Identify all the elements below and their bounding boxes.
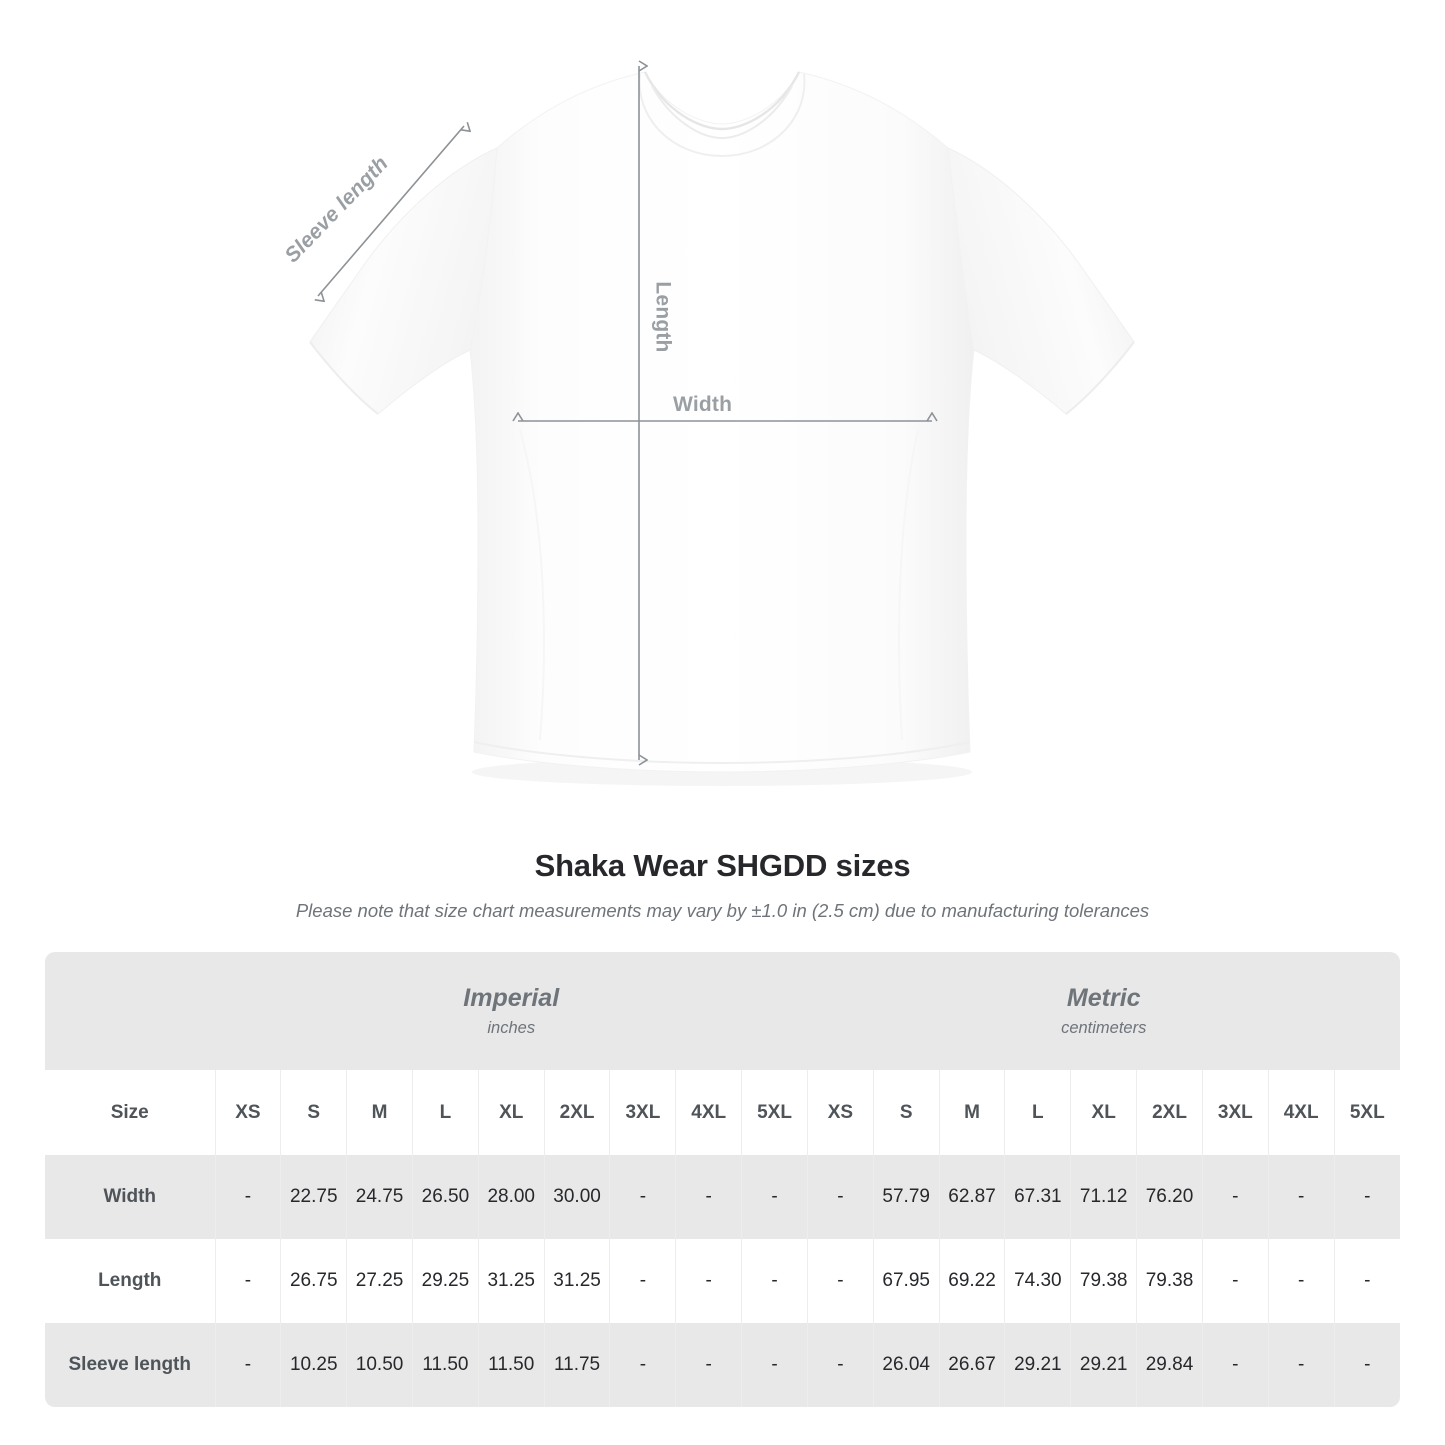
size-header-metric-l: L [1004, 1070, 1071, 1155]
cell-value: - [741, 1155, 808, 1239]
cell-value: 10.25 [280, 1323, 347, 1407]
size-table-wrapper: Imperial inches Metric centimeters Size XS S M L… [45, 952, 1400, 1407]
cell-value: 10.50 [346, 1323, 413, 1407]
unit-header-imperial: Imperial inches [215, 952, 808, 1070]
cell-value: 30.00 [543, 1155, 610, 1239]
cell-value: - [1333, 1239, 1400, 1323]
cell-value: - [806, 1155, 874, 1239]
cell-value: - [1267, 1155, 1335, 1239]
cell-value: 29.21 [1070, 1323, 1137, 1407]
row-label-width: Width [45, 1155, 215, 1239]
table-row: Sleeve length -10.25 10.50 11.50 11.50 11.75-… [45, 1323, 1400, 1407]
cell-value: 29.84 [1136, 1323, 1203, 1407]
cell-value: 11.50 [477, 1323, 545, 1407]
size-header-imperial-m: M [346, 1070, 413, 1155]
size-header-imperial-s: S [280, 1070, 347, 1155]
unit-subtitle: centimeters [1061, 1019, 1147, 1038]
cell-value: - [741, 1239, 808, 1323]
cell-value: - [214, 1239, 281, 1323]
cell-value: - [1333, 1155, 1400, 1239]
cell-value: - [806, 1239, 874, 1323]
unit-name: Imperial [463, 983, 560, 1012]
cell-value: 28.00 [477, 1155, 545, 1239]
page-title: Shaka Wear SHGDD sizes [534, 848, 911, 883]
row-label-sleeve-length: Sleeve length [45, 1323, 215, 1407]
cell-value: 11.75 [543, 1323, 610, 1407]
size-corner-label: Size [45, 1070, 215, 1155]
cell-value: 79.38 [1070, 1239, 1137, 1323]
cell-value: 67.95 [872, 1239, 940, 1323]
cell-value: - [609, 1155, 676, 1239]
cell-value: 69.22 [938, 1239, 1005, 1323]
length-label: Length [651, 281, 675, 353]
table-row: Width -22.75 24.75 26.50 28.00 30.00- - - -57.79… [45, 1155, 1400, 1239]
cell-value: 71.12 [1070, 1155, 1137, 1239]
cell-value: - [214, 1323, 281, 1407]
cell-value: - [609, 1239, 676, 1323]
cell-value: 31.25 [543, 1239, 610, 1323]
cell-value: - [675, 1239, 742, 1323]
width-label: Width [673, 393, 733, 416]
cell-value: - [609, 1323, 676, 1407]
row-label-length: Length [45, 1239, 215, 1323]
cell-value: 62.87 [938, 1155, 1005, 1239]
size-header-metric-xl: XL [1070, 1070, 1137, 1155]
heading-block: Shaka Wear SHGDD sizes Please note that … [0, 848, 1445, 922]
tshirt-diagram [309, 0, 1135, 773]
size-header-metric-xs: XS [806, 1070, 874, 1155]
cell-value: 27.25 [346, 1239, 413, 1323]
cell-value: 67.31 [1004, 1155, 1071, 1239]
size-header-imperial-4xl: 4XL [675, 1070, 742, 1155]
unit-subtitle: inches [487, 1019, 536, 1038]
cell-value: 22.75 [280, 1155, 347, 1239]
unit-banner-spacer [45, 952, 215, 1070]
size-header-metric-2xl: 2XL [1136, 1070, 1203, 1155]
cell-value: 11.50 [411, 1323, 479, 1407]
cell-value: - [1267, 1323, 1335, 1407]
cell-value: - [675, 1155, 742, 1239]
size-header-metric-m: M [938, 1070, 1005, 1155]
cell-value: 26.75 [280, 1239, 347, 1323]
garment-illustration: Sleeve length Length Width [280, 0, 1135, 773]
unit-name: Metric [1066, 983, 1141, 1012]
cell-value: 26.04 [872, 1323, 940, 1407]
cell-value: 26.67 [938, 1323, 1005, 1407]
size-header-imperial-xs: XS [214, 1070, 281, 1155]
cell-value: - [1201, 1239, 1269, 1323]
cell-value: 76.20 [1136, 1155, 1203, 1239]
cell-value: - [214, 1155, 281, 1239]
size-header-metric-s: S [872, 1070, 940, 1155]
cell-value: - [1333, 1323, 1400, 1407]
cell-value: - [1201, 1155, 1269, 1239]
size-header-imperial-l: L [411, 1070, 479, 1155]
cell-value: 29.21 [1004, 1323, 1071, 1407]
table-row: Length -26.75 27.25 29.25 31.25 31.25- - - -67.9… [45, 1239, 1400, 1323]
size-header-metric-4xl: 4XL [1267, 1070, 1335, 1155]
cell-value: - [741, 1323, 808, 1407]
size-header-imperial-3xl: 3XL [609, 1070, 676, 1155]
cell-value: 74.30 [1004, 1239, 1071, 1323]
cell-value: 26.50 [411, 1155, 479, 1239]
cell-value: 29.25 [411, 1239, 479, 1323]
size-header-imperial-xl: XL [477, 1070, 545, 1155]
cell-value: - [806, 1323, 874, 1407]
size-header-row: Size XS S M L XL 2XL 3XL 4XL 5XL XS S M L XL 2XL 3XL 4XL 5… [45, 1070, 1400, 1155]
cell-value: 79.38 [1136, 1239, 1203, 1323]
cell-value: - [675, 1323, 742, 1407]
size-header-metric-5xl: 5XL [1333, 1070, 1400, 1155]
size-header-metric-3xl: 3XL [1201, 1070, 1269, 1155]
cell-value: - [1267, 1239, 1335, 1323]
unit-banner-row: Imperial inches Metric centimeters [45, 952, 1400, 1070]
size-header-imperial-2xl: 2XL [543, 1070, 610, 1155]
cell-value: 31.25 [477, 1239, 545, 1323]
unit-header-metric: Metric centimeters [807, 952, 1400, 1070]
sleeve-length-arrow [318, 126, 464, 296]
cell-value: 57.79 [872, 1155, 940, 1239]
size-header-imperial-5xl: 5XL [741, 1070, 808, 1155]
cell-value: - [1201, 1323, 1269, 1407]
cell-value: 24.75 [346, 1155, 413, 1239]
size-table: Imperial inches Metric centimeters Size XS S M L… [45, 952, 1400, 1407]
tolerance-note: Please note that size chart measurements… [295, 900, 1150, 921]
